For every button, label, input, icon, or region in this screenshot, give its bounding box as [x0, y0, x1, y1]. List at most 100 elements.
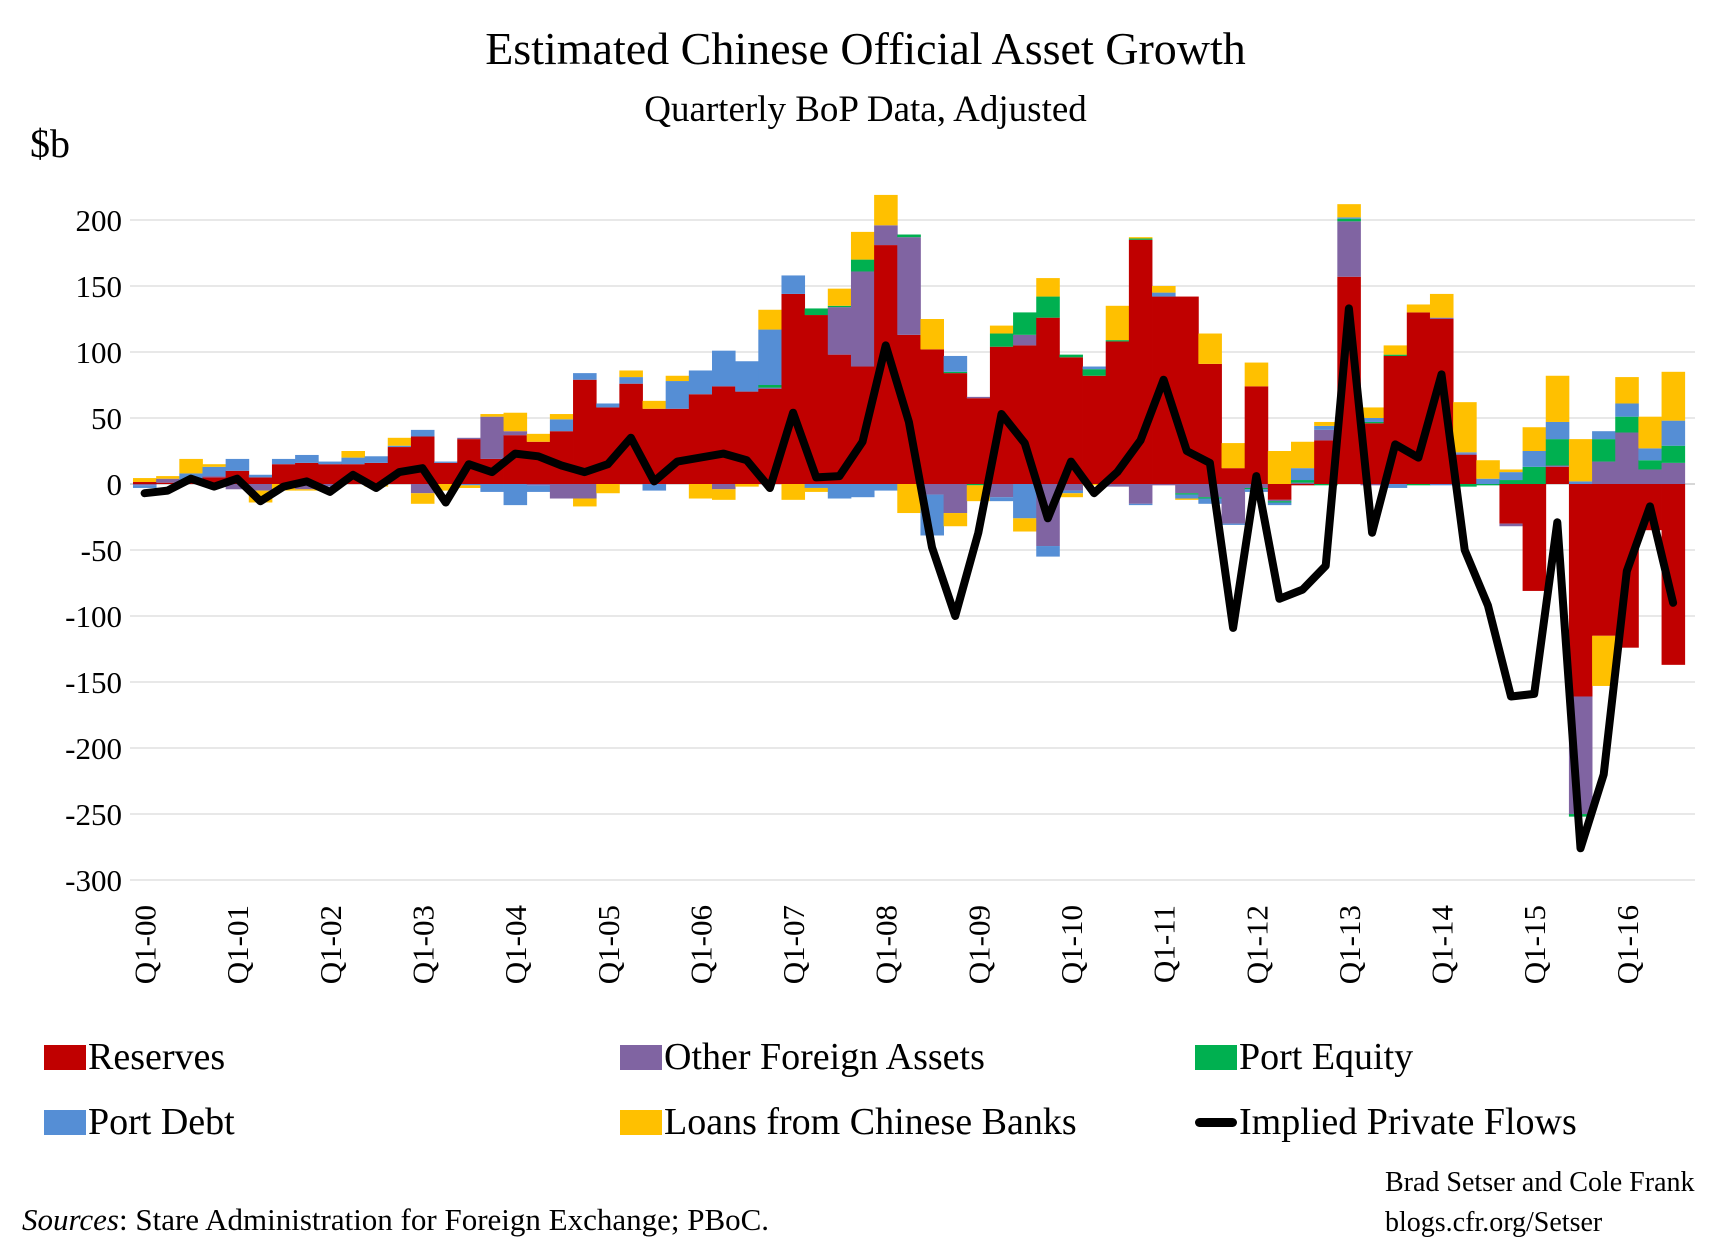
- bar-port-debt: [1291, 468, 1315, 481]
- bar-loans-from-chinese-banks: [1221, 443, 1246, 469]
- bar-port-equity: [966, 484, 991, 486]
- bar-other-foreign-assets: [457, 437, 481, 440]
- bar-loans-from-chinese-banks: [781, 484, 806, 500]
- x-tick-label: Q1-03: [406, 905, 441, 984]
- bar-reserves: [503, 435, 528, 484]
- bar-loans-from-chinese-banks: [1036, 278, 1060, 297]
- bar-reserves: [827, 354, 852, 484]
- x-tick-label: Q1-13: [1332, 905, 1367, 984]
- bar-other-foreign-assets: [1360, 484, 1385, 486]
- legend-label: Reserves: [88, 1036, 226, 1078]
- bar-port-debt: [457, 484, 481, 486]
- legend-swatch-loans: [620, 1109, 662, 1135]
- bar-port-equity: [1522, 466, 1547, 484]
- y-tick-label: -100: [65, 599, 122, 634]
- bar-port-debt: [225, 458, 250, 471]
- bar-port-debt: [1568, 481, 1593, 484]
- bar-port-equity: [804, 308, 829, 316]
- bar-loans-from-chinese-banks: [549, 414, 574, 420]
- bar-other-foreign-assets: [1499, 523, 1523, 527]
- bar-port-debt: [434, 461, 458, 463]
- bar-reserves: [1499, 484, 1523, 524]
- y-tick-label: 150: [76, 269, 123, 304]
- bar-other-foreign-assets: [758, 387, 782, 389]
- y-tick-label: -200: [65, 731, 122, 766]
- bar-loans-from-chinese-banks: [688, 484, 713, 499]
- bar-port-debt: [827, 484, 852, 499]
- credit-url: blogs.cfr.org/Setser: [1385, 1207, 1603, 1238]
- bar-reserves: [712, 386, 736, 484]
- x-tick-label: Q1-09: [961, 905, 996, 984]
- x-tick-label: Q1-05: [591, 905, 626, 984]
- x-tick-label: Q1-15: [1517, 905, 1552, 984]
- bar-port-debt: [271, 458, 296, 465]
- bar-other-foreign-assets: [897, 237, 921, 335]
- legend-label: Loans from Chinese Banks: [664, 1101, 1077, 1143]
- bar-other-foreign-assets: [1429, 317, 1454, 319]
- x-tick-label: Q1-12: [1239, 905, 1274, 984]
- bar-port-debt: [503, 484, 528, 506]
- bar-other-foreign-assets: [850, 271, 875, 367]
- bar-other-foreign-assets: [1221, 484, 1246, 524]
- bar-other-foreign-assets: [1291, 482, 1315, 484]
- y-tick-label: 200: [76, 203, 123, 238]
- bar-port-equity: [1383, 354, 1408, 356]
- bar-loans-from-chinese-banks: [1476, 460, 1500, 479]
- bar-port-debt: [549, 419, 574, 432]
- bar-port-debt: [1499, 472, 1523, 481]
- bar-port-equity: [1105, 340, 1130, 342]
- bar-loans-from-chinese-banks: [434, 484, 458, 491]
- legend-item-port-equity: Port Equity: [1195, 1035, 1413, 1079]
- bar-other-foreign-assets: [827, 307, 852, 355]
- bar-loans-from-chinese-banks: [874, 194, 898, 226]
- bar-loans-from-chinese-banks: [526, 433, 551, 442]
- bar-reserves: [804, 315, 829, 484]
- bar-port-debt: [526, 485, 551, 492]
- bar-reserves: [1568, 484, 1593, 697]
- bar-reserves: [1661, 484, 1686, 665]
- bar-loans-from-chinese-banks: [1059, 493, 1083, 498]
- bar-loans-from-chinese-banks: [1383, 345, 1408, 355]
- bar-loans-from-chinese-banks: [1128, 237, 1153, 239]
- legend-swatch-equity: [1195, 1044, 1237, 1070]
- bar-loans-from-chinese-banks: [1314, 421, 1338, 426]
- bar-loans-from-chinese-banks: [1429, 293, 1454, 318]
- bar-loans-from-chinese-banks: [850, 231, 875, 260]
- bar-loans-from-chinese-banks: [480, 414, 504, 417]
- bar-port-debt: [874, 484, 898, 491]
- bar-reserves: [156, 482, 180, 484]
- x-tick-label: Q1-07: [776, 905, 811, 984]
- bar-loans-from-chinese-banks: [457, 485, 481, 488]
- bar-port-equity: [1638, 460, 1662, 470]
- bar-loans-from-chinese-banks: [1661, 371, 1686, 421]
- line-implied-private-flows: [140, 304, 1678, 853]
- bar-reserves: [920, 349, 944, 484]
- bar-port-debt: [781, 275, 806, 294]
- credit: Brad Setser and Cole Frank blogs.cfr.org…: [1385, 1163, 1695, 1243]
- bar-loans-from-chinese-banks: [989, 325, 1014, 334]
- bar-port-debt: [410, 429, 435, 437]
- bar-loans-from-chinese-banks: [897, 484, 921, 514]
- y-tick-label: -250: [65, 797, 122, 832]
- bar-loans-from-chinese-banks: [665, 375, 690, 382]
- bar-loans-from-chinese-banks: [573, 498, 597, 507]
- x-tick-label: Q1-11: [1147, 905, 1182, 983]
- bar-reserves: [943, 373, 968, 484]
- bar-other-foreign-assets: [1013, 334, 1037, 346]
- x-tick-label: Q1-00: [128, 905, 163, 984]
- x-tick-label: Q1-02: [313, 905, 348, 984]
- bar-reserves: [202, 477, 227, 484]
- bar-loans-from-chinese-banks: [387, 437, 412, 446]
- bar-port-equity: [1082, 369, 1107, 376]
- x-tick-label: Q1-10: [1054, 905, 1089, 984]
- legend-item-reserves: Reserves: [44, 1035, 225, 1079]
- bar-reserves: [364, 462, 389, 484]
- bar-port-debt: [1082, 366, 1107, 370]
- y-tick-label: 100: [76, 335, 123, 370]
- bar-loans-from-chinese-banks: [619, 370, 643, 378]
- bar-port-debt: [1638, 448, 1662, 461]
- bar-loans-from-chinese-banks: [920, 319, 944, 350]
- bar-port-equity: [1592, 439, 1616, 462]
- bar-loans-from-chinese-banks: [642, 400, 667, 409]
- bar-other-foreign-assets: [1545, 465, 1570, 467]
